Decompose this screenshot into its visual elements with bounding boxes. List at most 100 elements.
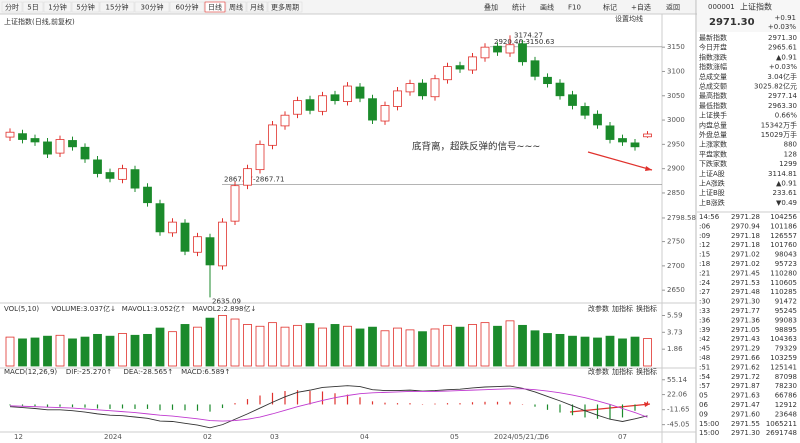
- tab[interactable]: 5日: [27, 4, 38, 12]
- trade-price: 2971.63: [731, 392, 760, 400]
- volume-bar: [380, 330, 390, 367]
- tool[interactable]: 返回: [666, 4, 680, 12]
- quote-label: 最新指数: [699, 33, 727, 42]
- volume-bar: [368, 326, 377, 367]
- tab[interactable]: 周线: [229, 3, 243, 12]
- tab[interactable]: 5分钟: [76, 3, 94, 12]
- tab[interactable]: 日线: [208, 3, 222, 12]
- ma-setting[interactable]: 设置均线: [615, 14, 643, 23]
- y-tick-label: 2900: [667, 165, 685, 173]
- trade-price: 2971.29: [731, 345, 760, 353]
- y-tick-label: 55.14: [667, 376, 688, 384]
- vol-button[interactable]: 换指标: [636, 304, 657, 313]
- tab-bg[interactable]: [246, 1, 268, 13]
- candle-body: [68, 140, 77, 148]
- tab-bg[interactable]: [267, 1, 303, 13]
- tab-bg[interactable]: [204, 1, 226, 13]
- quote-value: 233.61: [773, 189, 798, 197]
- tab[interactable]: 月线: [250, 3, 264, 12]
- volume-bar: [480, 322, 490, 367]
- trade-time: :18: [699, 260, 710, 268]
- macd-button[interactable]: 加指标: [612, 367, 633, 376]
- candle-body: [543, 76, 552, 85]
- volume-bar: [93, 333, 102, 367]
- tool[interactable]: F10: [568, 4, 581, 12]
- tool[interactable]: 画线: [540, 3, 554, 12]
- quote-label: 上证A股: [699, 169, 725, 178]
- tool[interactable]: 叠加: [484, 3, 498, 12]
- vol-button[interactable]: 改参数: [588, 304, 609, 313]
- candle-body: [205, 237, 215, 266]
- vol-legend: MAVOL1:3.052亿↑: [122, 304, 186, 313]
- volume-bar: [343, 325, 352, 367]
- quote-label: 最高指数: [699, 91, 727, 100]
- quote-label: 上B涨跌: [699, 198, 725, 207]
- candle-body: [143, 186, 152, 204]
- trade-price: 2971.02: [731, 260, 760, 268]
- trade-time: :09: [699, 232, 710, 240]
- tool[interactable]: 标记: [603, 3, 617, 12]
- stock-pct: +0.03%: [768, 23, 796, 31]
- tab-bg[interactable]: [1, 1, 23, 13]
- volume-bar: [543, 333, 552, 367]
- tool[interactable]: 统计: [512, 3, 526, 12]
- x-label: 02: [203, 433, 212, 441]
- trade-price: 2971.72: [731, 373, 760, 381]
- tab[interactable]: 分时: [5, 3, 19, 12]
- quote-value: 1299: [779, 160, 797, 168]
- x-label: 2024/05/21/二: [494, 433, 544, 441]
- vol-legend: MAVOL2:2.898亿↓: [192, 304, 256, 313]
- volume-bar: [43, 335, 52, 367]
- trade-time: :12: [699, 241, 710, 249]
- chart-subtitle: (日线,前复权): [32, 17, 75, 26]
- trade-time: :33: [699, 307, 710, 315]
- trade-time: 09: [699, 410, 708, 418]
- trade-volume: 98043: [775, 251, 797, 259]
- candle-body: [605, 125, 615, 140]
- trade-volume: 110605: [770, 279, 797, 287]
- trade-price: 2971.55: [731, 420, 760, 428]
- macd-button[interactable]: 换指标: [636, 367, 657, 376]
- tab-bg[interactable]: [99, 1, 135, 13]
- tab-bg[interactable]: [71, 1, 100, 13]
- macd-button[interactable]: 改参数: [588, 367, 609, 376]
- candle-body: [418, 82, 427, 97]
- x-label: 03: [270, 433, 279, 441]
- vol-legend: VOL(5,10): [4, 305, 39, 313]
- tab[interactable]: 60分钟: [176, 3, 199, 12]
- vol-button[interactable]: 加指标: [612, 304, 633, 313]
- tab[interactable]: 30分钟: [141, 3, 164, 12]
- volume-bar: [243, 324, 252, 367]
- quote-value: 2977.14: [768, 92, 797, 100]
- tab-bg[interactable]: [169, 1, 205, 13]
- volume-bar: [5, 336, 15, 367]
- trade-price: 2971.48: [731, 288, 760, 296]
- quote-value: 3.04亿手: [767, 72, 797, 81]
- candle-body: [93, 159, 102, 174]
- candle-body: [480, 46, 490, 59]
- candle-body: [180, 222, 190, 252]
- quote-value: ▲0.91: [776, 180, 797, 188]
- level-label: 2920.46-3150.63: [494, 38, 554, 46]
- quote-label: 上涨家数: [699, 140, 727, 149]
- tab-bg[interactable]: [43, 1, 72, 13]
- x-label: 2024: [104, 433, 122, 441]
- tab-bg[interactable]: [22, 1, 44, 13]
- tool[interactable]: +自选: [631, 3, 651, 12]
- volume-bar: [330, 324, 340, 367]
- x-label: 06: [540, 433, 549, 441]
- tab[interactable]: 15分钟: [106, 3, 129, 12]
- trade-time: 05: [699, 392, 708, 400]
- stock-name: 上证指数: [740, 2, 772, 12]
- quote-value: 2971.30: [768, 34, 797, 42]
- candle-body: [393, 90, 402, 107]
- y-tick-label: 2650: [667, 286, 685, 294]
- candle-body: [505, 44, 515, 54]
- quote-value: 0.66%: [775, 112, 798, 120]
- tab[interactable]: 更多周期: [271, 3, 299, 12]
- candle-body: [305, 99, 315, 111]
- tab-bg[interactable]: [225, 1, 247, 13]
- y-tick-label: 22.06: [667, 391, 688, 399]
- tab[interactable]: 1分钟: [48, 3, 66, 12]
- tab-bg[interactable]: [134, 1, 170, 13]
